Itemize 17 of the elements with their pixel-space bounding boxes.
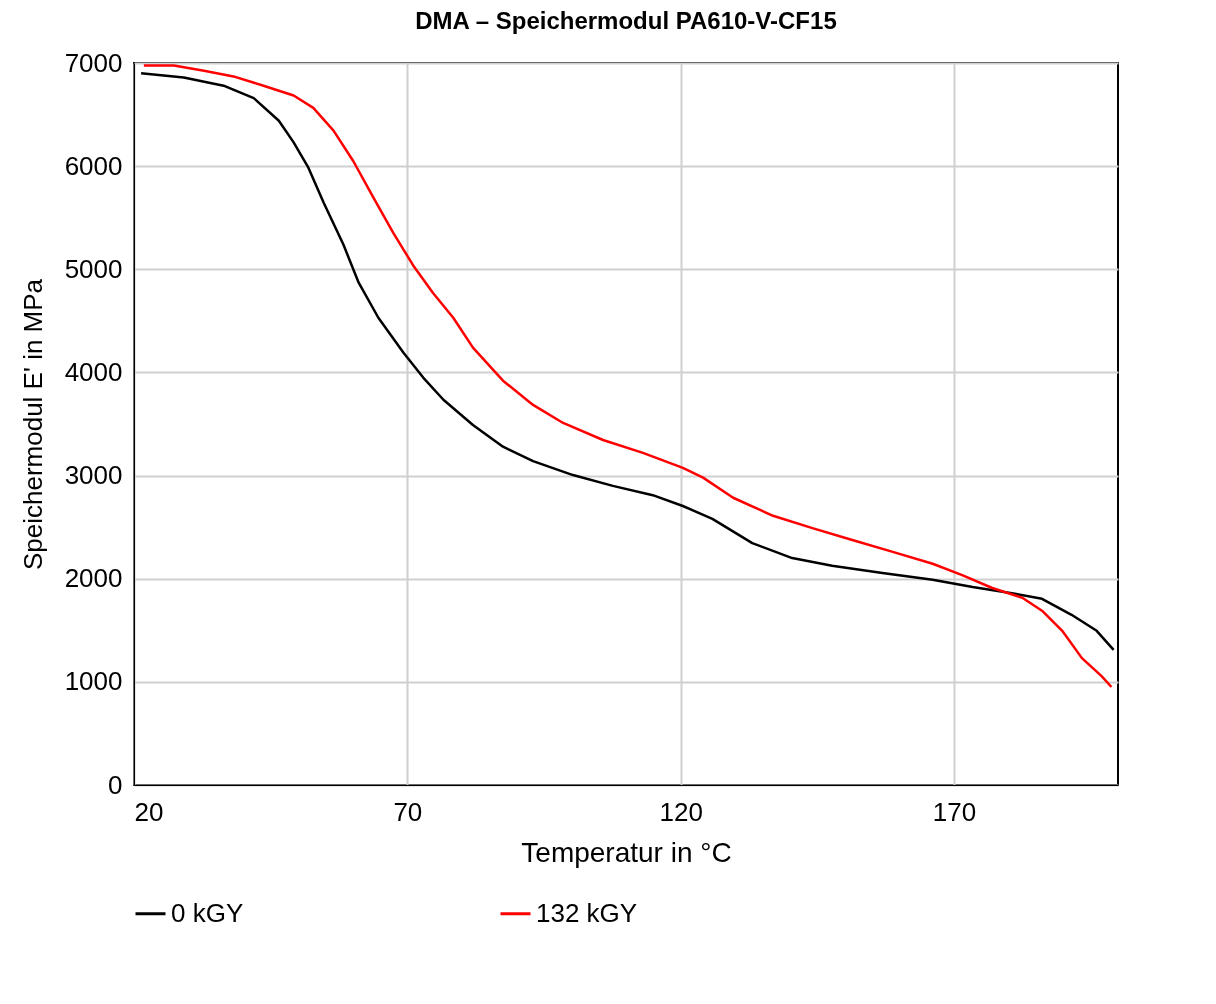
chart-title: DMA – Speichermodul PA610-V-CF15 — [415, 7, 837, 34]
x-tick-label: 70 — [393, 796, 423, 827]
y-tick-label: 0 — [108, 769, 123, 800]
y-tick-label: 6000 — [64, 150, 123, 181]
y-tick-label: 5000 — [64, 253, 123, 284]
y-tick-label: 4000 — [64, 356, 123, 387]
x-tick-label: 20 — [134, 796, 164, 827]
legend-label: 0 kGY — [171, 897, 244, 928]
legend-label: 132 kGY — [536, 897, 638, 928]
y-tick-label: 1000 — [64, 666, 123, 697]
x-axis-title: Temperatur in °C — [521, 836, 732, 868]
y-tick-label: 3000 — [64, 460, 123, 491]
x-tick-label: 170 — [932, 796, 977, 827]
y-tick-label: 7000 — [64, 47, 123, 78]
y-axis-title: Speichermodul E' in MPa — [17, 278, 48, 571]
x-tick-label: 120 — [659, 796, 703, 827]
y-tick-label: 2000 — [64, 563, 123, 594]
